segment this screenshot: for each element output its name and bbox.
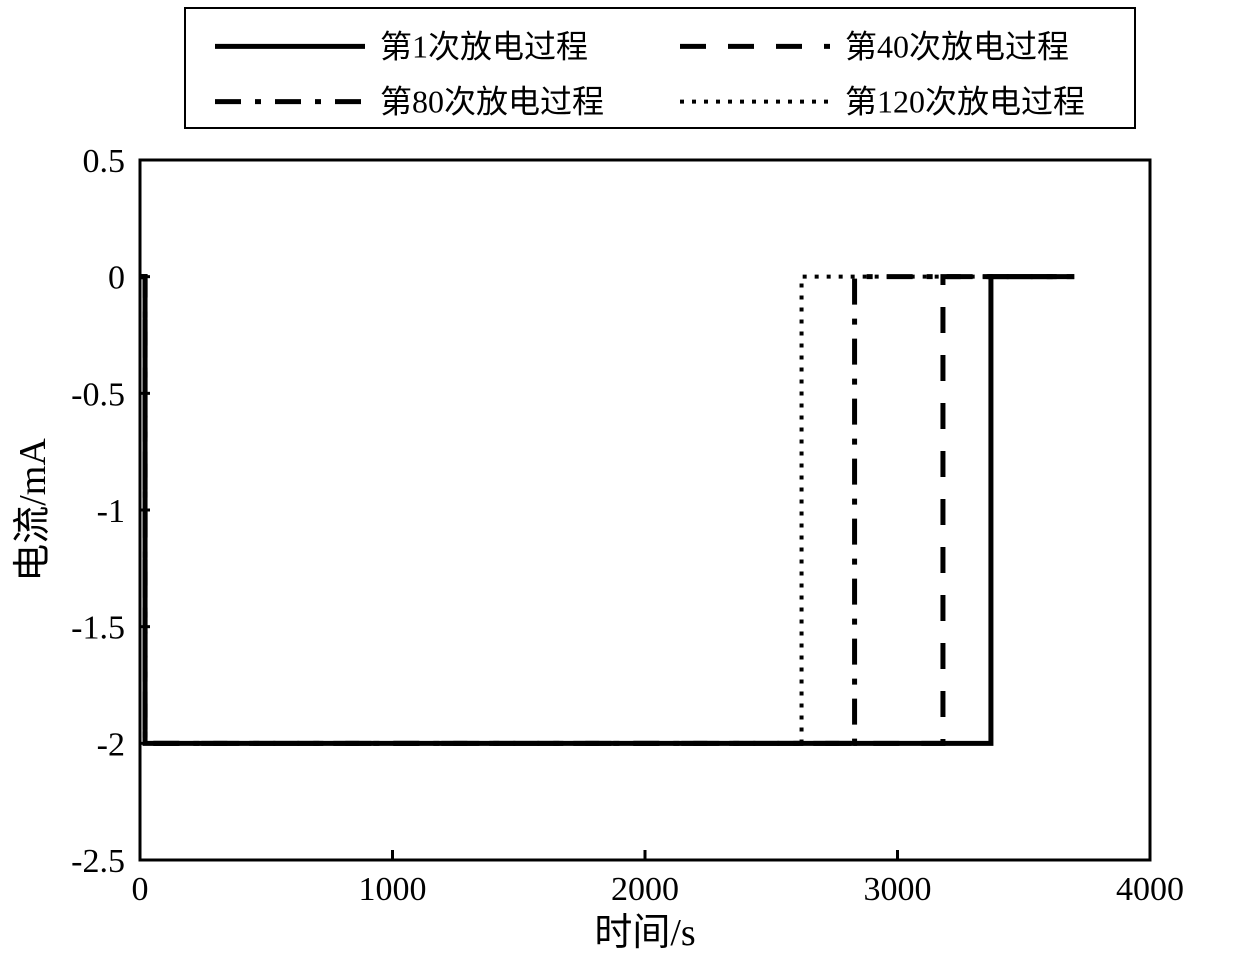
svg-text:-2.5: -2.5 <box>71 843 125 880</box>
chart-container: 0 1000 2000 3000 4000 -2.5 -2 -1.5 -1 -0.5 0 0.5 时间/… <box>0 0 1240 956</box>
svg-text:3000: 3000 <box>864 871 932 908</box>
svg-text:2000: 2000 <box>611 871 679 908</box>
svg-text:电流/mA: 电流/mA <box>12 438 54 582</box>
svg-text:第120次放电过程: 第120次放电过程 <box>845 84 1085 120</box>
svg-text:-1.5: -1.5 <box>71 610 125 647</box>
svg-text:第1次放电过程: 第1次放电过程 <box>380 28 588 64</box>
svg-text:第40次放电过程: 第40次放电过程 <box>845 28 1069 64</box>
svg-text:0.5: 0.5 <box>83 143 126 180</box>
svg-text:时间/s: 时间/s <box>594 912 695 954</box>
chart-svg: 0 1000 2000 3000 4000 -2.5 -2 -1.5 -1 -0.5 0 0.5 时间/… <box>0 0 1240 956</box>
svg-text:-1: -1 <box>97 493 125 530</box>
svg-text:-0.5: -0.5 <box>71 376 125 413</box>
svg-text:0: 0 <box>108 260 125 297</box>
svg-text:1000: 1000 <box>359 871 427 908</box>
svg-text:0: 0 <box>132 871 149 908</box>
svg-text:4000: 4000 <box>1116 871 1184 908</box>
svg-text:第80次放电过程: 第80次放电过程 <box>380 84 604 120</box>
svg-text:-2: -2 <box>97 726 125 763</box>
